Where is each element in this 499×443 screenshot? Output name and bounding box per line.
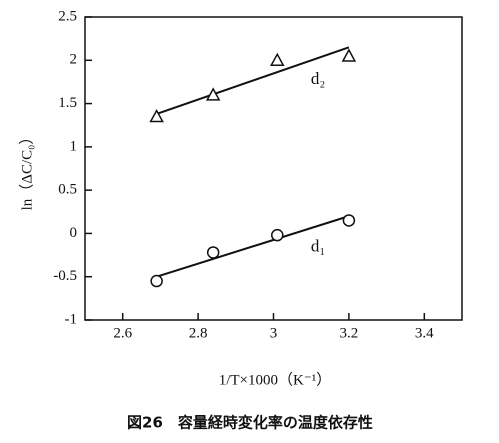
circle-marker: [206, 246, 220, 259]
x-tick-label: 3.2: [340, 325, 359, 341]
x-axis-label: 1/T×1000（K⁻¹）: [219, 371, 332, 388]
x-tick-label: 2.6: [113, 325, 132, 341]
x-tick-label: 2.8: [189, 325, 208, 341]
series-label: d₂: [311, 69, 325, 88]
y-tick-label: 1: [70, 138, 78, 154]
y-tick-label: 2: [70, 52, 78, 68]
fit-line: [156, 215, 350, 278]
circle-marker: [271, 228, 284, 242]
x-tick-label: 3.4: [415, 325, 434, 341]
triangle-marker: [205, 87, 221, 101]
fit-line: [156, 46, 350, 115]
y-tick-label: 2.5: [58, 8, 77, 24]
series-label: d₁: [311, 237, 325, 256]
x-tick-label: 3: [270, 325, 278, 341]
y-tick-label: 0: [70, 225, 78, 241]
y-tick-label: -1: [65, 311, 78, 327]
triangle-marker: [270, 52, 285, 67]
y-tick-label: 1.5: [58, 95, 77, 111]
caption: 図26 容量経時変化率の温度依存性: [127, 414, 373, 432]
y-tick-label: -0.5: [53, 268, 77, 284]
y-tick-label: 0.5: [58, 182, 77, 198]
triangle-marker: [149, 108, 164, 123]
circle-marker: [150, 274, 163, 288]
y-axis-label: ln（ΔC/C₀）: [18, 130, 35, 211]
triangle-marker: [341, 48, 357, 62]
circle-marker: [342, 214, 356, 227]
